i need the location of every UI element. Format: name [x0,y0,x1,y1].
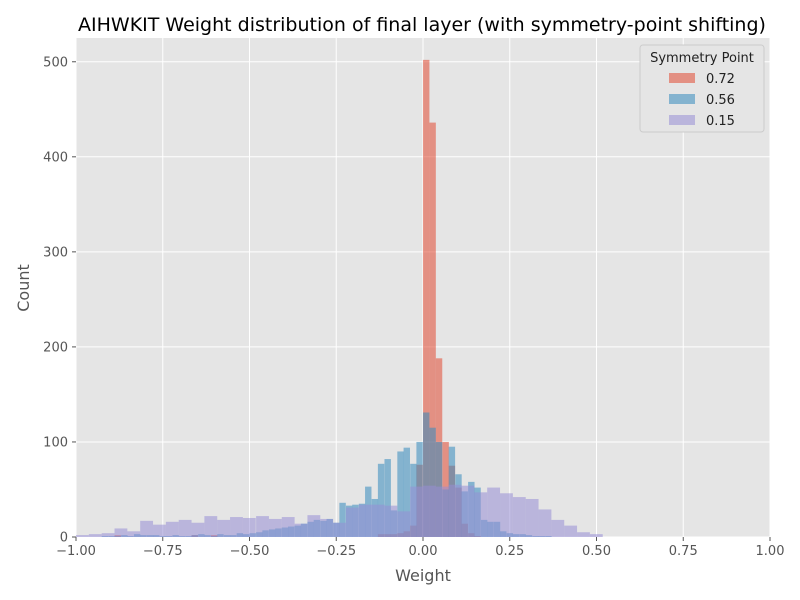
histogram-bars [76,59,603,538]
series-1-bar-47 [403,447,410,537]
x-tick-label-3: −0.25 [316,544,356,559]
series-2-bar-16 [281,517,295,537]
legend-swatch-1 [669,94,695,104]
series-2-bar-23 [371,504,385,537]
series-2-bar-2 [101,533,115,537]
legend-items: 0.72 0.56 0.15 [669,72,735,129]
series-2-bar-37 [551,519,565,537]
series-2-bar-17 [294,523,308,537]
y-tick-label-0: 0 [60,531,68,546]
x-axis-ticks: −1.00 −0.75 −0.50 −0.25 0.00 0.25 0.50 0.75 1.00 [56,537,784,559]
series-2-bar-11 [217,519,231,537]
series-0-bar-11 [429,122,436,538]
series-2-bar-5 [140,520,154,537]
series-2-bar-26 [410,486,423,537]
y-tick-label-2: 200 [43,340,68,355]
x-tick-label-0: −1.00 [56,544,96,559]
series-2-bar-8 [178,519,192,537]
series-2-bar-28 [435,486,449,537]
legend-swatch-0 [669,73,695,83]
series-2-bar-13 [242,517,256,537]
x-tick-label-7: 0.75 [669,544,698,559]
series-2-bar-14 [256,516,269,537]
legend-swatch-2 [669,115,695,125]
series-1-bar-46 [397,451,404,537]
legend-label-1: 0.56 [706,93,735,108]
x-tick-label-2: −0.50 [230,544,270,559]
x-tick-label-4: 0.00 [409,544,438,559]
x-tick-label-6: 0.50 [582,544,611,559]
series-2-bar-20 [333,522,346,537]
series-2-bar-1 [88,534,102,537]
x-tick-label-1: −0.75 [143,544,183,559]
series-2-bar-0 [76,535,89,537]
series-2-bar-29 [448,484,462,537]
series-2-bar-4 [127,531,141,537]
y-axis-ticks: 0 100 200 300 400 500 [43,55,76,546]
legend-title: Symmetry Point [650,51,754,66]
series-2-bars [76,484,603,537]
series-2-bar-12 [230,517,243,537]
y-tick-label-3: 300 [43,245,68,260]
chart-title: AIHWKIT Weight distribution of final lay… [78,14,766,36]
series-2-bar-9 [191,522,205,537]
series-2-bar-34 [512,497,526,537]
series-2-bar-36 [538,509,552,537]
legend: Symmetry Point 0.72 0.56 0.15 [639,44,765,133]
y-tick-label-1: 100 [43,435,68,450]
series-2-bar-25 [397,511,411,537]
legend-label-2: 0.15 [706,114,735,129]
series-2-bar-30 [461,485,475,537]
series-2-bar-10 [204,516,218,537]
series-0-bar-10 [423,59,430,537]
series-2-bar-31 [474,492,488,537]
series-2-bar-32 [487,487,501,537]
series-2-bar-7 [165,521,179,537]
series-2-bar-22 [358,504,372,537]
legend-label-0: 0.72 [706,72,735,87]
series-1-bar-37 [339,502,346,537]
x-axis-label: Weight [395,566,451,585]
series-1-bar-51 [429,427,436,537]
series-2-bar-39 [577,532,590,537]
series-2-bar-38 [564,525,578,537]
series-2-bar-33 [500,493,513,537]
series-1-bar-43 [377,463,385,537]
series-2-bar-18 [307,515,321,537]
series-2-bar-19 [320,518,334,537]
legend-box [639,44,765,133]
series-1-bar-44 [384,459,391,537]
series-2-bar-3 [114,528,128,537]
series-2-bar-6 [153,524,166,537]
series-2-bar-21 [345,507,359,537]
x-tick-label-5: 0.25 [495,544,524,559]
y-tick-label-5: 500 [43,55,68,70]
series-2-bar-40 [589,534,603,537]
y-tick-label-4: 400 [43,150,68,165]
series-2-bar-35 [525,498,539,537]
series-1-bar-50 [423,412,430,537]
x-tick-label-8: 1.00 [756,544,785,559]
series-2-bar-15 [268,518,282,537]
series-2-bar-24 [384,505,398,537]
series-2-bar-27 [423,485,436,537]
y-axis-label: Count [14,264,33,312]
